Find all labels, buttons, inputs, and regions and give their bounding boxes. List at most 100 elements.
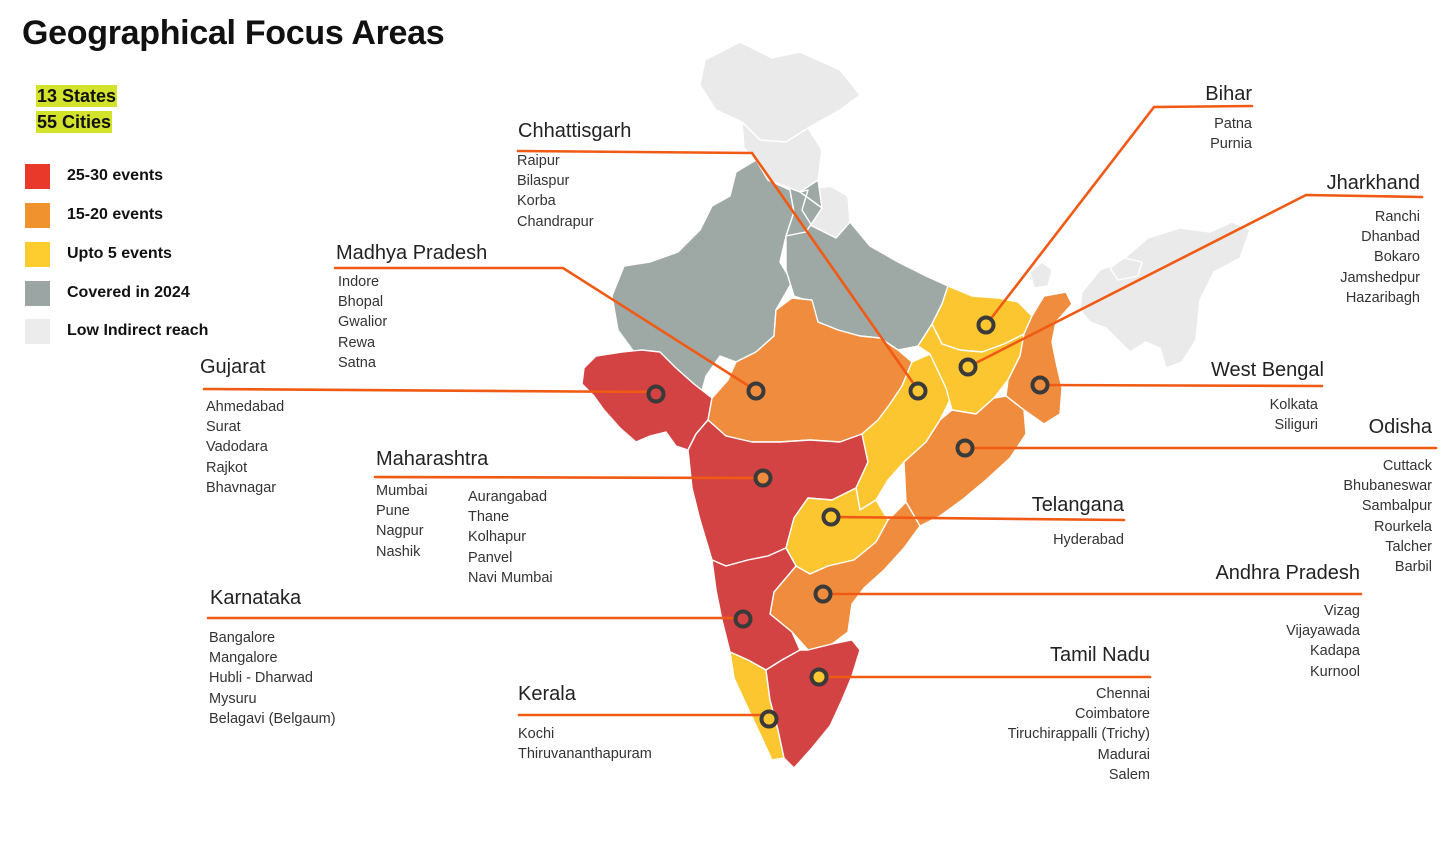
state-name-gujarat: Gujarat — [200, 356, 266, 378]
city-item: Indore — [338, 274, 380, 290]
marker-odisha — [955, 438, 975, 458]
city-item: Salem — [1108, 766, 1150, 783]
cities-count-badge: 55 Cities — [36, 111, 113, 133]
city-item: Navi Mumbai — [468, 569, 553, 586]
state-name-tamil-nadu: Tamil Nadu — [1049, 644, 1150, 666]
connector-gujarat — [202, 387, 658, 394]
city-item: Talcher — [1385, 538, 1432, 555]
legend-swatch-high — [25, 164, 50, 189]
city-item: Cuttack — [1382, 458, 1432, 474]
city-item: Belagavi (Belgaum) — [209, 710, 336, 727]
city-item: Vadodara — [206, 439, 268, 456]
city-item: Ahmedabad — [206, 399, 285, 415]
city-item: Kadapa — [1310, 643, 1360, 660]
city-list-gujarat: Ahmedabad Surat Vadodara Rajkot Bhavnaga… — [206, 397, 284, 498]
city-item: Bokaro — [1374, 249, 1420, 266]
legend-label-covered: Covered in 2024 — [67, 284, 190, 301]
city-item: Vijayawada — [1286, 623, 1360, 640]
city-item: Kurnool — [1310, 663, 1360, 680]
city-list-maharashtra: Mumbai Pune Nagpur Nashik — [376, 481, 428, 562]
city-item: Pune — [376, 503, 410, 520]
marker-chhattisgarh — [908, 381, 928, 401]
state-name-jharkhand: Jharkhand — [1326, 172, 1420, 194]
marker-kerala — [759, 709, 779, 729]
state-name-andhra-pradesh: Andhra Pradesh — [1215, 562, 1360, 584]
page-title: Geographical Focus Areas — [22, 14, 445, 52]
city-item: Coimbatore — [1075, 706, 1150, 723]
connector-maharashtra — [373, 475, 764, 480]
marker-maharashtra — [753, 468, 773, 488]
city-list-jharkhand: Ranchi Dhanbad Bokaro Jamshedpur Hazarib… — [1340, 207, 1420, 308]
marker-karnataka — [733, 609, 753, 629]
state-name-odisha: Odisha — [1368, 416, 1432, 438]
city-item: Purnia — [1210, 136, 1252, 153]
legend-swatch-indirect — [25, 319, 50, 344]
region-sikkim — [1029, 261, 1053, 289]
region-karnataka — [711, 547, 801, 671]
marker-tamil-nadu — [809, 667, 829, 687]
city-list-kerala: Kochi Thiruvananthapuram — [518, 724, 652, 764]
marker-west-bengal — [1030, 375, 1050, 395]
city-list-maharashtra-col2: Aurangabad Thane Kolhapur Panvel Navi Mu… — [468, 487, 553, 588]
city-item: Gwalior — [338, 314, 388, 331]
region-west-bengal — [1005, 291, 1073, 425]
city-item: Vizag — [1323, 603, 1360, 619]
city-item: Panvel — [468, 549, 513, 566]
city-list-tamil-nadu: Chennai Coimbatore Tiruchirappalli (Tric… — [1008, 684, 1150, 785]
marker-gujarat — [646, 384, 666, 404]
city-item: Tiruchirappalli (Trichy) — [1007, 726, 1150, 743]
city-item: Thane — [468, 509, 510, 526]
state-name-west-bengal: West Bengal — [1210, 359, 1324, 381]
marker-bihar — [976, 315, 996, 335]
city-item: Mumbai — [376, 483, 428, 499]
city-item: Barbil — [1394, 558, 1432, 575]
connector-west-bengal — [1038, 383, 1324, 388]
connector-chhattisgarh — [516, 149, 920, 392]
legend-label-low: Upto 5 events — [67, 245, 172, 262]
city-item: Patna — [1214, 116, 1252, 132]
city-item: Bhavnagar — [206, 479, 277, 496]
legend-swatch-covered — [25, 281, 50, 306]
city-list-west-bengal: Kolkata Siliguri — [1270, 395, 1318, 435]
city-item: Kochi — [518, 726, 555, 742]
city-list-madhya-pradesh: Indore Bhopal Gwalior Rewa Satna — [338, 272, 387, 373]
city-item: Ranchi — [1374, 209, 1420, 225]
region-north-east — [1079, 221, 1251, 369]
city-item: Hyderabad — [1053, 532, 1124, 548]
city-item: Korba — [517, 193, 556, 210]
legend-swatch-mid — [25, 203, 50, 228]
city-item: Sambalpur — [1361, 498, 1432, 515]
city-item: Kolhapur — [468, 529, 527, 546]
city-item: Bhopal — [338, 294, 384, 311]
city-list-odisha: Cuttack Bhubaneswar Sambalpur Rourkela T… — [1343, 456, 1432, 577]
city-item: Mysuru — [209, 690, 257, 707]
city-markers — [646, 315, 1050, 729]
city-item: Satna — [338, 354, 376, 371]
marker-madhya-pradesh — [746, 381, 766, 401]
connector-lines — [202, 104, 1438, 717]
city-item: Dhanbad — [1361, 229, 1420, 246]
legend-label-mid: 15-20 events — [67, 206, 164, 223]
region-tamil-nadu — [765, 639, 861, 769]
state-name-telangana: Telangana — [1031, 494, 1124, 516]
city-item: Bilaspur — [517, 173, 570, 190]
city-list-telangana: Hyderabad — [1053, 530, 1124, 550]
marker-jharkhand — [958, 357, 978, 377]
legend-swatch-low — [25, 242, 50, 267]
city-item: Hubli - Dharwad — [209, 670, 313, 687]
city-list-bihar: Patna Purnia — [1210, 114, 1252, 154]
states-count-badge: 13 States — [36, 85, 118, 107]
city-item: Thiruvananthapuram — [518, 746, 652, 763]
city-item: Aurangabad — [468, 489, 548, 505]
city-item: Chennai — [1095, 686, 1150, 702]
city-item: Bhubaneswar — [1343, 478, 1432, 495]
region-jammu-kashmir — [699, 41, 861, 143]
city-item: Bangalore — [209, 630, 276, 646]
legend-label-indirect: Low Indirect reach — [67, 322, 209, 339]
city-item: Rewa — [338, 334, 376, 351]
marker-telangana — [821, 507, 841, 527]
city-item: Madurai — [1097, 746, 1150, 763]
connector-madhya-pradesh — [333, 266, 757, 392]
city-list-karnataka: Bangalore Mangalore Hubli - Dharwad Mysu… — [209, 628, 336, 729]
